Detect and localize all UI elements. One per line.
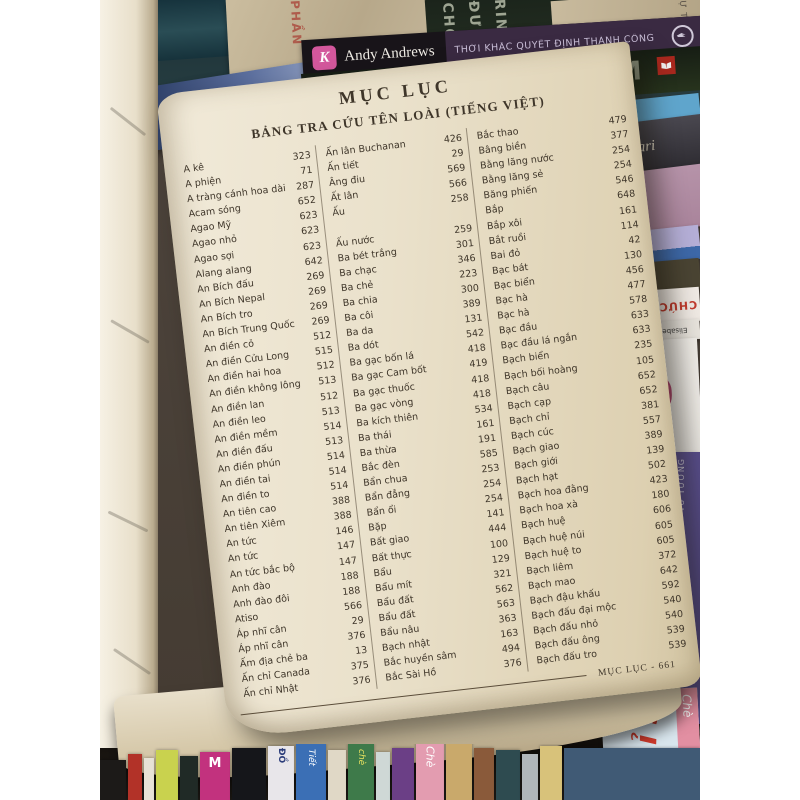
spine-text-fragment: Chè: [423, 746, 437, 768]
book-spine: [564, 748, 700, 800]
book-spine: M: [200, 752, 230, 800]
publisher-logo: K: [311, 45, 338, 71]
spine-text-fragment: ĐỒ: [276, 748, 286, 764]
book-spine: [180, 756, 198, 800]
entry-page-number: 258: [450, 192, 470, 206]
book-spine: Tiết: [296, 744, 326, 800]
spine-text-fragment: M: [208, 756, 222, 771]
book-spine: [496, 750, 520, 800]
bird-circle-logo: [671, 24, 695, 48]
book-spine: [474, 748, 494, 800]
index-columns: A kê 323 A phiện 71 A tràng cánh hoa dài…: [174, 109, 693, 706]
entry-page-number: 376: [351, 674, 372, 688]
spine-text-fragment: Tiết: [306, 749, 316, 767]
open-book-logo: [656, 55, 676, 76]
book-spine: [376, 752, 390, 800]
left-page-edge: [100, 0, 158, 748]
book-spine: chè: [348, 744, 374, 800]
entry-page-number: 539: [667, 638, 688, 652]
faint-text-mark: [107, 510, 149, 533]
spine-author: Andy Andrews: [343, 42, 436, 65]
book-spine: [128, 754, 142, 800]
faint-text-mark: [109, 106, 147, 137]
book-spine: [156, 750, 178, 800]
footer-text: MỤC LỤC - 661: [597, 660, 677, 680]
book-spine: Chè: [416, 744, 444, 800]
spine-text-fragment: chè: [356, 749, 366, 766]
book-spine: [392, 748, 414, 800]
index-page: MỤC LỤC BẢNG TRA CỨU TÊN LOÀI (TIẾNG VIỆ…: [156, 41, 700, 739]
book-spine: [328, 750, 346, 800]
book-spine: [144, 758, 154, 800]
faint-text-mark: [112, 647, 152, 676]
book-spine: [100, 760, 126, 800]
book-spine: [522, 754, 538, 800]
book-spine: ĐỒ: [268, 746, 294, 800]
bottom-shelf: M ĐỒ Tiết chè Chè: [100, 744, 700, 800]
book-spine: [232, 748, 266, 800]
book-spine: [446, 744, 472, 800]
faint-text-mark: [110, 319, 150, 344]
entry-page-number: 376: [503, 657, 523, 671]
spine-title-fragment: Chè: [679, 693, 695, 718]
book-spine: [540, 746, 562, 800]
